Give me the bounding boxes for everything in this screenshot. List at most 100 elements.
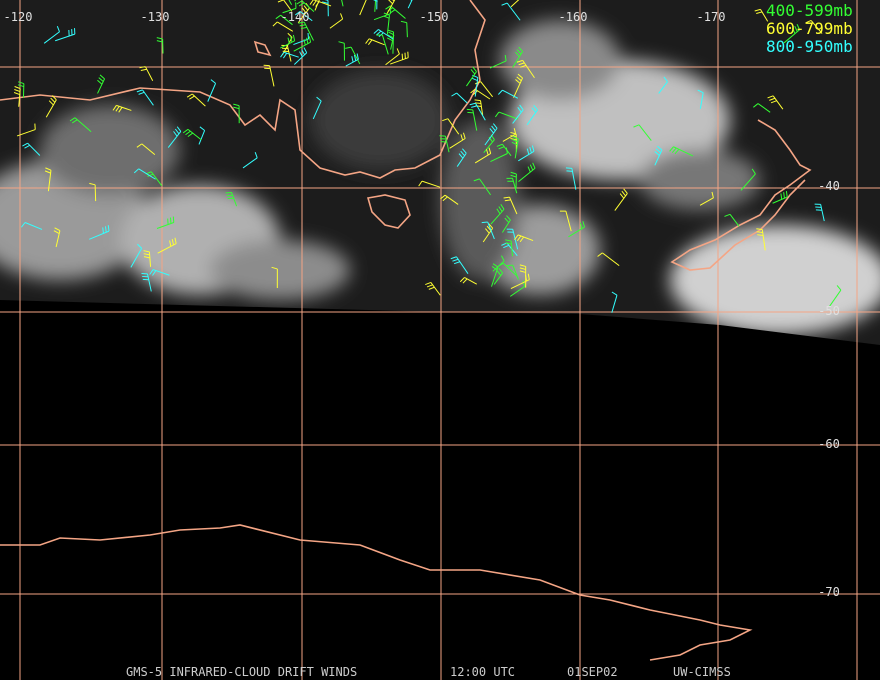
barb-feather: [496, 208, 501, 215]
barb-feather: [458, 153, 464, 159]
legend-entry: 800-950mb: [766, 37, 853, 56]
barb-feather: [287, 32, 293, 38]
barb-feather: [303, 47, 308, 53]
barb-feather: [356, 53, 359, 60]
wind-barb: [484, 123, 498, 146]
wind-barb: [829, 285, 842, 307]
barb-staff: [740, 173, 756, 191]
barb-feather: [471, 105, 478, 108]
wind-barb: [53, 227, 61, 248]
barb-staff: [638, 124, 652, 141]
barb-staff: [406, 22, 408, 38]
wind-barb: [309, 0, 332, 7]
barb-feather: [467, 111, 474, 114]
barb-staff: [313, 0, 332, 7]
barb-feather: [497, 89, 503, 95]
barb-feather: [345, 46, 352, 49]
barb-feather: [514, 234, 519, 241]
wind-barb: [669, 146, 694, 157]
barb-feather: [780, 193, 783, 200]
barb-feather: [174, 237, 177, 244]
wind-barb: [43, 25, 60, 44]
wind-barb: [814, 203, 825, 222]
footer-text: GMS-5 INFRARED-CLOUD DRIFT WINDS: [126, 665, 357, 679]
wind-barb: [654, 145, 663, 166]
barb-feather: [133, 168, 140, 174]
wind-barb: [425, 281, 441, 296]
wind-barb: [767, 95, 784, 110]
barb-staff: [509, 196, 518, 215]
wind-barb: [242, 151, 258, 169]
wind-barb: [474, 147, 492, 164]
barb-staff: [359, 0, 367, 16]
barb-feather: [71, 119, 78, 124]
barb-feather: [525, 274, 528, 282]
barb-feather: [520, 64, 527, 68]
barb-feather: [275, 14, 281, 20]
barb-staff: [390, 5, 406, 19]
barb-staff: [526, 109, 538, 126]
barb-feather: [97, 79, 103, 85]
barb-staff: [502, 133, 516, 142]
barb-feather: [24, 144, 30, 149]
barb-feather: [518, 46, 524, 52]
clouds: [0, 20, 880, 335]
barb-feather: [303, 39, 306, 46]
barb-staff: [447, 118, 460, 135]
barb-staff: [373, 0, 378, 2]
barb-feather: [189, 95, 195, 100]
barb-feather: [136, 143, 143, 148]
wind-barb: [510, 273, 530, 290]
barb-feather: [503, 196, 510, 199]
barb-staff: [407, 0, 413, 9]
barb-feather: [805, 19, 812, 24]
wind-barb: [390, 51, 409, 65]
barb-feather: [312, 0, 317, 6]
barb-feather: [459, 277, 465, 283]
barb-feather: [425, 281, 432, 286]
barb-feather: [462, 148, 467, 154]
barb-feather: [387, 37, 393, 42]
wind-barb: [473, 178, 492, 196]
wind-barb: [89, 225, 110, 240]
barb-feather: [367, 39, 373, 45]
barb-staff: [571, 168, 577, 190]
barb-feather: [792, 27, 796, 34]
barb-feather: [136, 89, 143, 93]
barb-staff: [312, 100, 322, 120]
wind-barb: [329, 13, 344, 29]
barb-feather: [496, 270, 502, 276]
barb-feather: [488, 223, 494, 229]
footer-text: UW-CIMSS: [673, 665, 731, 679]
wind-barb: [22, 142, 41, 156]
barb-feather: [597, 252, 603, 257]
barb-feather: [143, 250, 150, 253]
barb-feather: [526, 148, 530, 155]
wind-barb: [400, 20, 408, 38]
barb-feather: [505, 147, 508, 154]
barb-staff: [729, 213, 740, 227]
barb-feather: [515, 79, 521, 84]
barb-staff: [276, 21, 294, 32]
wind-barb: [45, 95, 57, 118]
barb-feather: [769, 97, 776, 101]
wind-barb: [456, 148, 467, 167]
barb-feather: [500, 204, 505, 210]
barb-feather: [143, 253, 150, 256]
barb-feather: [187, 132, 194, 138]
barb-feather: [385, 5, 391, 10]
wind-barb: [509, 280, 526, 297]
wind-barb: [494, 111, 519, 120]
barb-feather: [505, 239, 512, 242]
barb-staff: [421, 180, 441, 188]
wind-barb: [466, 66, 477, 87]
barb-staff: [288, 0, 293, 6]
longitude-label: -160: [559, 10, 588, 24]
barb-feather: [460, 150, 465, 157]
barb-feather: [527, 166, 531, 173]
barb-feather: [272, 21, 278, 27]
wind-barb: [772, 190, 788, 204]
latitude-label: -70: [818, 585, 840, 599]
wind-barb: [341, 0, 344, 7]
barb-feather: [656, 145, 663, 151]
